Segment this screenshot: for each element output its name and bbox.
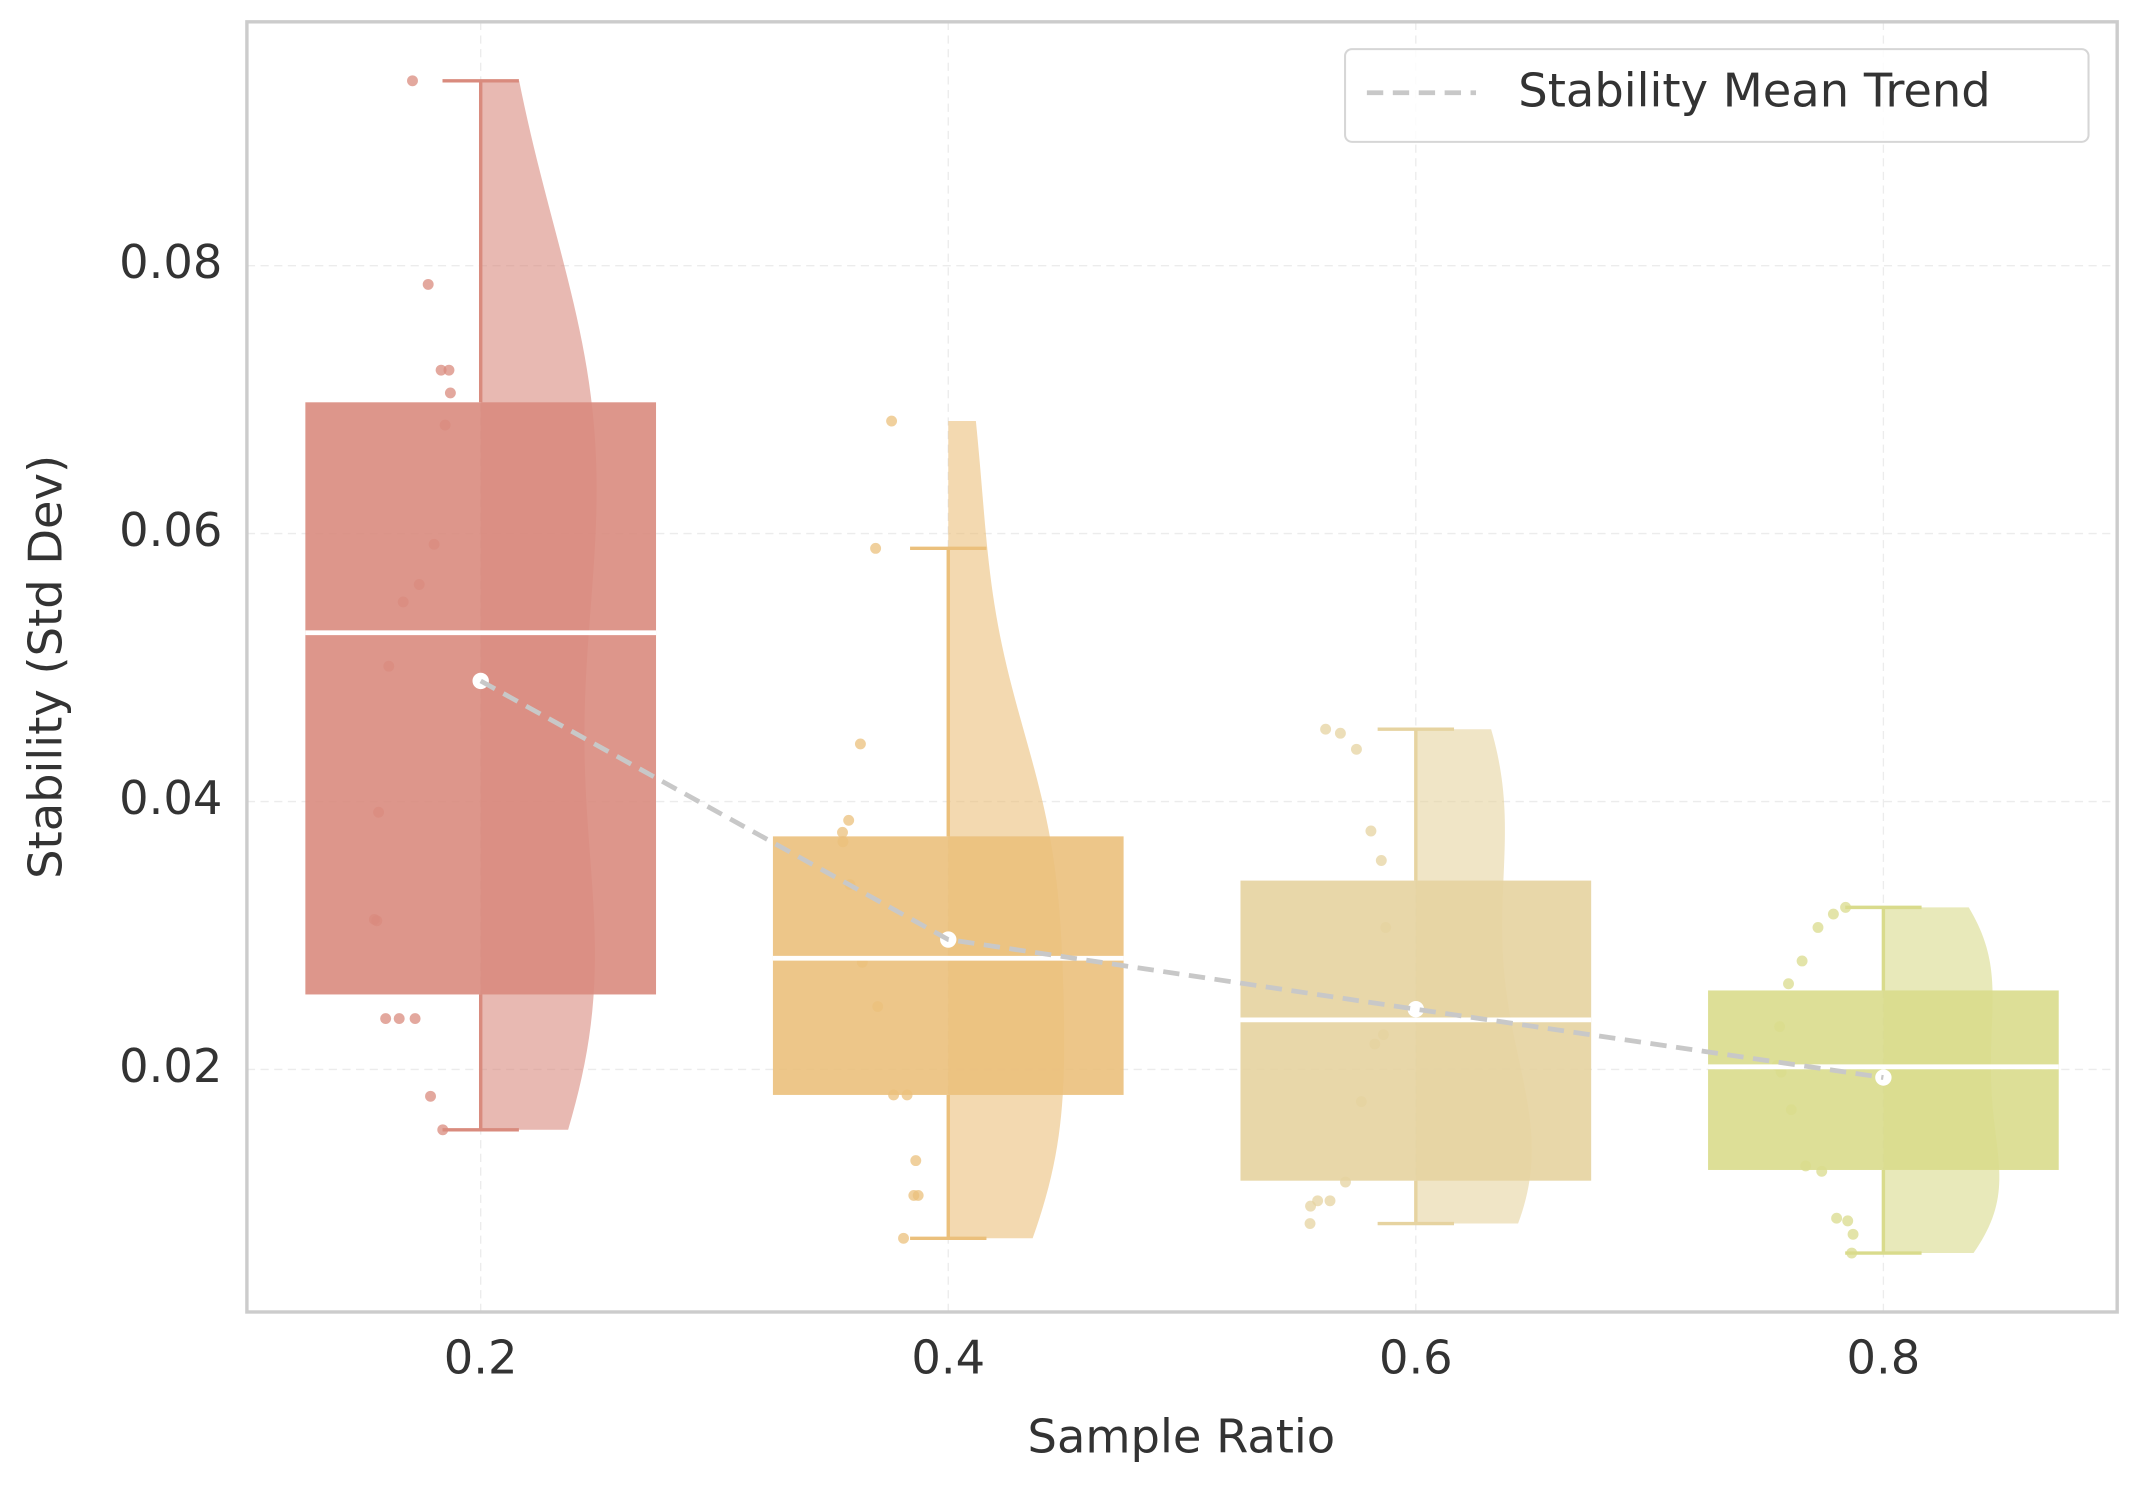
data-point [422, 278, 434, 290]
data-point [1847, 1228, 1859, 1240]
data-point [425, 1090, 436, 1102]
data-point [435, 364, 447, 376]
data-point [1840, 901, 1852, 913]
data-point [1305, 1200, 1317, 1212]
data-point [1350, 743, 1362, 755]
data-point [409, 1013, 421, 1025]
x-axis-label: Sample Ratio [1028, 1410, 1336, 1464]
data-point [407, 75, 418, 87]
data-point [910, 1155, 922, 1167]
data-point [898, 1232, 909, 1244]
data-point [843, 814, 855, 826]
violin [948, 421, 1065, 1239]
data-point [393, 1013, 405, 1025]
mean-marker [1875, 1069, 1892, 1086]
y-tick-label: 0.08 [119, 235, 222, 289]
data-point [1304, 1218, 1316, 1230]
data-point [1842, 1215, 1854, 1227]
data-point [870, 542, 882, 554]
data-point [1831, 1212, 1843, 1224]
box [305, 402, 657, 995]
data-point [437, 1124, 449, 1136]
x-tick-label: 0.8 [1847, 1331, 1921, 1385]
data-point [1846, 1247, 1858, 1259]
x-tick-label: 0.6 [1379, 1331, 1453, 1385]
plot-frame [245, 20, 2119, 1314]
y-tick-label: 0.02 [119, 1039, 222, 1093]
legend-box [1344, 48, 2090, 143]
y-axis-label: Stability (Std Dev) [19, 455, 73, 879]
data-point [886, 415, 898, 427]
data-point [1783, 978, 1794, 990]
box [1240, 880, 1592, 1181]
data-point [908, 1189, 920, 1201]
data-point [1812, 922, 1824, 933]
mean-marker [1407, 1001, 1425, 1018]
data-point [1827, 908, 1839, 920]
y-tick-label: 0.06 [119, 503, 222, 557]
data-point [854, 738, 866, 750]
data-point [837, 826, 848, 838]
data-point [1365, 825, 1377, 837]
data-point [444, 387, 456, 399]
data-point [443, 364, 455, 376]
y-tick-label: 0.04 [119, 771, 222, 825]
trend-line [479, 678, 1884, 1080]
data-point [1320, 723, 1332, 735]
x-tick-label: 0.4 [911, 1331, 985, 1385]
data-point [380, 1013, 392, 1025]
data-point [1324, 1195, 1336, 1207]
data-point [1375, 855, 1387, 866]
data-point [1334, 727, 1346, 739]
data-point [1796, 955, 1808, 967]
box [772, 836, 1124, 1095]
legend-label: Stability Mean Trend [1518, 64, 1990, 118]
x-tick-label: 0.2 [444, 1331, 518, 1385]
